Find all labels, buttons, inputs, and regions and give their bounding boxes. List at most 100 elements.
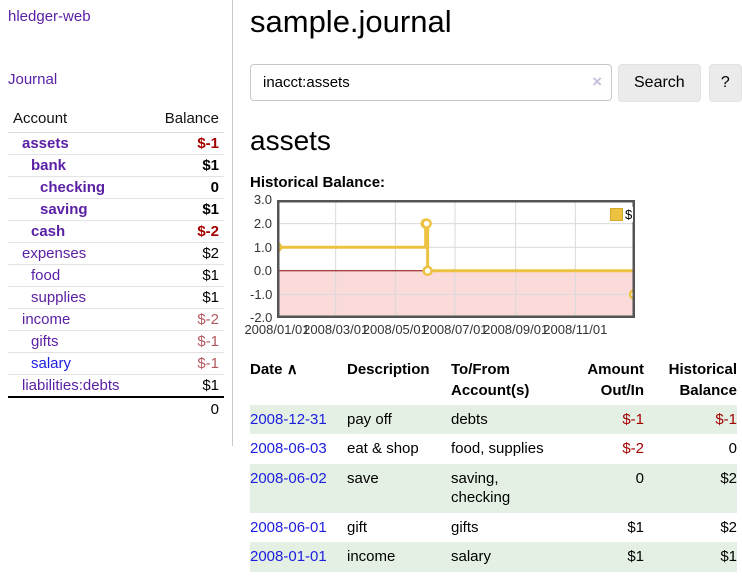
account-heading: assets xyxy=(250,124,331,156)
account-row: cash $-2 xyxy=(8,220,224,243)
account-balance: $1 xyxy=(149,286,224,309)
x-axis-tick-label: 2008/11/01 xyxy=(543,322,608,338)
historical-balance-chart: 3.0 2.0 1.0 0.0 -1.0 -2.0 $ 2008/01/01 2008/03… xyxy=(244,192,742,340)
y-axis-tick-label: 0.0 xyxy=(253,263,272,279)
register-date-link[interactable]: 2008-06-02 xyxy=(250,469,327,487)
register-amount: $1 xyxy=(627,548,644,566)
y-axis-tick-label: -2.0 xyxy=(250,310,273,326)
data-point-marker xyxy=(422,265,433,277)
clear-search-icon[interactable]: × xyxy=(592,72,602,92)
register-balance: 0 xyxy=(728,440,737,458)
account-row: supplies $1 xyxy=(8,286,224,309)
accounts-table: Account Balance assets $-1 bank $1 checking 0… xyxy=(8,110,224,421)
sidebar-account-link[interactable]: salary xyxy=(31,355,72,372)
app-brand-link[interactable]: hledger-web xyxy=(8,8,91,25)
chart-title: Historical Balance: xyxy=(250,174,386,192)
account-row: bank $1 xyxy=(8,154,224,177)
help-button[interactable]: ? xyxy=(708,63,742,102)
sidebar-item-journal[interactable]: Journal xyxy=(8,71,58,88)
search-form: × Search ? xyxy=(250,63,742,102)
register-accounts: salary xyxy=(451,548,492,566)
sidebar-account-link[interactable]: saving xyxy=(40,201,88,218)
register-description: save xyxy=(347,469,379,487)
chart-plot-area xyxy=(277,200,635,319)
register-description: gift xyxy=(347,518,368,536)
accounts-header-balance: Balance xyxy=(149,110,224,133)
search-input[interactable] xyxy=(250,64,612,102)
register-row: 2008-06-01 gift gifts $1 $2 xyxy=(250,513,737,543)
register-balance: $1 xyxy=(720,548,737,566)
account-balance: $-2 xyxy=(149,308,224,331)
sidebar-account-link[interactable]: assets xyxy=(22,135,69,152)
x-axis-tick-label: 2008/05/01 xyxy=(362,322,428,338)
register-amount: $1 xyxy=(627,518,644,536)
sidebar-account-link[interactable]: food xyxy=(31,267,61,284)
x-axis-tick-label: 2008/07/01 xyxy=(422,322,488,338)
account-row: food $1 xyxy=(8,264,224,287)
register-balance: $2 xyxy=(720,518,737,536)
register-date-link[interactable]: 2008-12-31 xyxy=(250,410,327,428)
y-axis-tick-label: 3.0 xyxy=(253,192,272,208)
chart-legend: $ xyxy=(609,207,634,223)
sort-asc-icon: ∧ xyxy=(286,361,298,379)
data-point-marker xyxy=(421,218,432,230)
register-header-row: Date ∧ Description To/From Account(s) Am… xyxy=(250,360,737,405)
sidebar-account-link[interactable]: supplies xyxy=(31,289,87,306)
register-balance: $-1 xyxy=(715,410,737,428)
accounts-header-row: Account Balance xyxy=(8,110,224,133)
register-table: Date ∧ Description To/From Account(s) Am… xyxy=(250,360,737,572)
register-date-link[interactable]: 2008-06-03 xyxy=(250,440,327,458)
register-description: eat & shop xyxy=(347,440,419,458)
account-balance: $-1 xyxy=(149,330,224,353)
register-balance: $2 xyxy=(720,469,737,487)
register-date-link[interactable]: 2008-01-01 xyxy=(250,548,327,566)
account-row: checking 0 xyxy=(8,176,224,199)
sidebar-account-link[interactable]: gifts xyxy=(31,333,59,350)
sidebar-account-link[interactable]: checking xyxy=(40,179,106,196)
account-balance: $-1 xyxy=(149,132,224,155)
account-balance: $-1 xyxy=(149,352,224,375)
account-balance: $1 xyxy=(149,154,224,177)
register-header-balance: Historical Balance xyxy=(668,361,737,399)
account-balance: $1 xyxy=(149,198,224,221)
x-axis-tick-label: 2008/03/01 xyxy=(303,322,369,338)
page-title: sample.journal xyxy=(250,4,452,39)
legend-label: $ xyxy=(625,207,633,223)
x-axis-tick-label: 2008/09/01 xyxy=(483,322,549,338)
search-button[interactable]: Search xyxy=(618,63,701,102)
account-row: salary $-1 xyxy=(8,352,224,375)
register-header-date[interactable]: Date ∧ xyxy=(250,361,298,379)
y-axis-tick-label: 2.0 xyxy=(253,216,272,232)
register-row: 2008-06-03 eat & shop food, supplies $-2 0 xyxy=(250,434,737,464)
account-balance: $-2 xyxy=(149,220,224,243)
account-balance: 0 xyxy=(149,176,224,199)
register-description: pay off xyxy=(347,410,392,428)
sidebar-account-link[interactable]: cash xyxy=(31,223,66,240)
y-axis-tick-label: -1.0 xyxy=(250,286,273,302)
account-row: assets $-1 xyxy=(8,132,224,155)
account-row: gifts $-1 xyxy=(8,330,224,353)
accounts-total-row: 0 xyxy=(8,396,224,421)
register-accounts: saving, checking xyxy=(451,469,511,507)
register-accounts: gifts xyxy=(451,518,479,536)
accounts-header-account: Account xyxy=(8,110,150,133)
main-content: sample.journal × Search ? assets Histori… xyxy=(233,0,742,582)
accounts-total-balance: 0 xyxy=(149,396,224,421)
sidebar-account-link[interactable]: liabilities:debts xyxy=(22,377,120,394)
x-axis-tick-label: 2008/01/01 xyxy=(244,322,310,338)
sidebar-account-link[interactable]: bank xyxy=(31,157,67,174)
register-row: 2008-06-02 save saving, checking 0 $2 xyxy=(250,463,737,513)
register-row: 2008-12-31 pay off debts $-1 $-1 xyxy=(250,404,737,435)
sidebar-account-link[interactable]: income xyxy=(22,311,71,328)
register-date-link[interactable]: 2008-06-01 xyxy=(250,518,327,536)
account-balance: $1 xyxy=(149,264,224,287)
account-balance: $1 xyxy=(202,377,219,394)
register-header-accounts: To/From Account(s) xyxy=(451,361,530,399)
account-row: saving $1 xyxy=(8,198,224,221)
register-amount: $-2 xyxy=(622,440,644,458)
register-row: 2008-01-01 income salary $1 $1 xyxy=(250,542,737,572)
legend-swatch-icon xyxy=(610,208,623,222)
sidebar-account-link[interactable]: expenses xyxy=(22,245,87,262)
sidebar: hledger-web Journal Account Balance asse… xyxy=(0,0,233,446)
account-row: liabilities:debts $1 xyxy=(8,375,224,398)
